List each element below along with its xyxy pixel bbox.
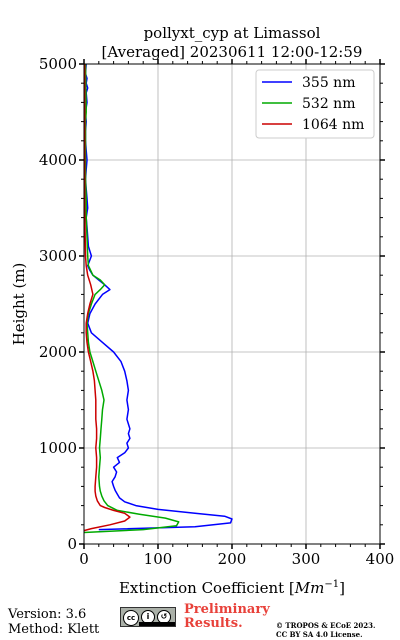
series-lines [83,63,233,534]
y-tick-label: 4000 [39,151,77,169]
y-tick-label: 0 [67,535,77,553]
copyright-line2: CC BY SA 4.0 License. [276,630,363,639]
x-axis-label-unit: Mm [294,579,325,597]
legend-box [255,69,375,139]
method-text: Method: Klett [8,622,100,637]
y-tick-label: 2000 [39,343,77,361]
legend-label: 355 nm [302,75,355,91]
preliminary-line2: Results. [184,616,243,631]
series-line-532-nm [83,63,180,534]
y-tick-label: 3000 [39,247,77,265]
extinction-chart: pollyxt_cyp at Limassol [Averaged] 20230… [10,24,395,597]
legend: 355 nm 532 nm 1064 nm [255,69,375,139]
cc-by-sa-icon: cc i ↺ [120,607,176,627]
legend-label: 532 nm [302,96,355,112]
x-axis-label-text: Extinction Coefficient [ [119,579,295,597]
y-axis-label: Height (m) [10,263,28,346]
x-tick-label: 300 [292,550,321,568]
chart-title-line1: pollyxt_cyp at Limassol [144,24,321,42]
copyright-text: © TROPOS & ECoE 2023. CC BY SA 4.0 Licen… [276,621,375,639]
x-axis-label: Extinction Coefficient [Mm−1] [119,579,345,597]
legend-label: 1064 nm [302,117,364,133]
preliminary-results-text: Preliminary Results. [184,603,270,631]
preliminary-line1: Preliminary [184,602,270,617]
series-line-355-nm [84,63,233,531]
x-tick-label: 0 [79,550,89,568]
x-tick-label: 100 [144,550,173,568]
x-axis-label-end: ] [339,579,345,597]
copyright-line1: © TROPOS & ECoE 2023. [276,621,376,630]
y-tick-label: 5000 [39,55,77,73]
x-tick-label: 400 [366,550,395,568]
version-text: Version: 3.6 [8,607,87,622]
y-tick-label: 1000 [39,439,77,457]
x-tick-label: 200 [218,550,247,568]
series-line-1064-nm [83,64,131,532]
chart-title-line2: [Averaged] 20230611 12:00-12:59 [102,43,363,61]
x-axis-label-exp: −1 [324,579,339,590]
